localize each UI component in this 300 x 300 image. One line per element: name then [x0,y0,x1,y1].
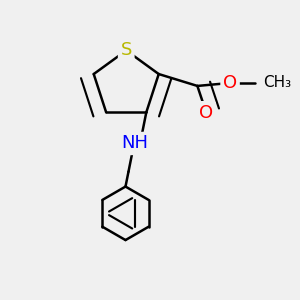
Text: O: O [199,104,213,122]
Text: CH₃: CH₃ [263,76,291,91]
Text: NH: NH [121,134,148,152]
Text: S: S [121,41,132,59]
Text: O: O [223,74,237,92]
